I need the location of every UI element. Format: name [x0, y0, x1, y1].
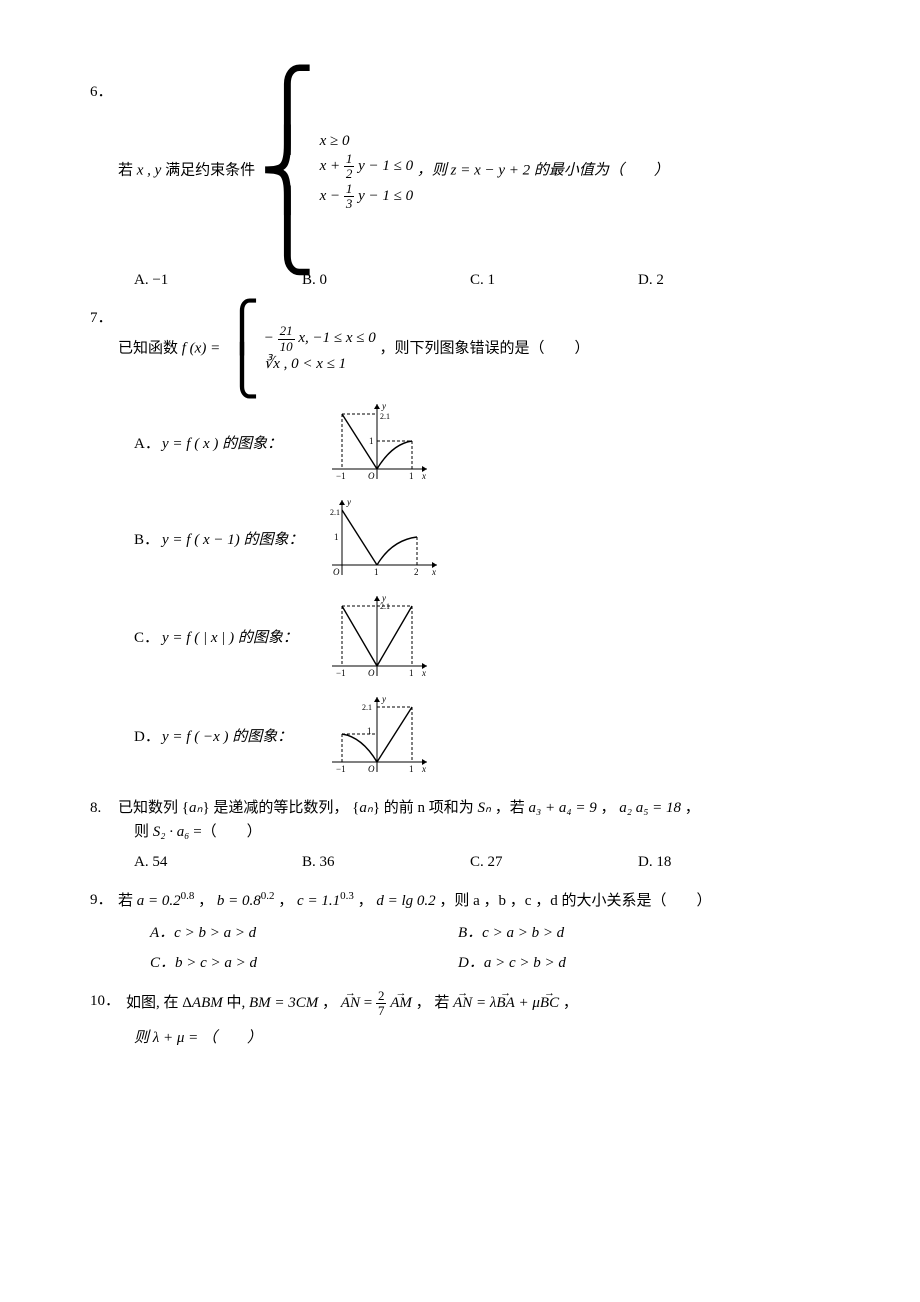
question-9: 9． 若 a = 0.20.8 ， b = 0.80.2 ， c = 1.10.…	[90, 888, 830, 975]
q8-opt-b: B. 36	[302, 850, 462, 874]
q6-body: 若 x , y 满足约束条件 ⎧⎨⎩ x ≥ 0 x + 12 y − 1 ≤ …	[118, 80, 830, 262]
svg-text:O: O	[368, 764, 375, 774]
q7-piecewise: − 2110 x, −1 ≤ x ≤ 0 ∛x , 0 < x ≤ 1	[264, 324, 376, 375]
q6-c3: x − 13 y − 1 ≤ 0	[320, 182, 414, 212]
svg-text:1: 1	[334, 532, 339, 542]
q9-opt-a: A．c > b > a > d	[150, 921, 450, 945]
q6-c2: x + 12 y − 1 ≤ 0	[320, 152, 414, 182]
question-7: 7． 已知函数 f (x) = ⎧⎩ − 2110 x, −1 ≤ x ≤ 0 …	[90, 306, 830, 781]
q6-pre: 若	[118, 163, 137, 179]
svg-text:O: O	[368, 471, 375, 481]
q7-number: 7．	[90, 306, 118, 330]
q7-opt-b: B． y = f ( x − 1) 的图象： x y O 2.1 1 1 2	[134, 495, 830, 585]
q7-opt-a: A． y = f ( x ) 的图象： x y O 2.1 1 −1 1	[134, 399, 830, 489]
q6-xy: x , y	[137, 163, 162, 179]
q7-chart-c: x y O 2.1 −1 1	[322, 591, 432, 686]
svg-text:x: x	[431, 567, 436, 577]
q9-opt-d: D．a > c > b > d	[458, 951, 758, 975]
q7-tail: ，则下列图象错误的是（ ）	[379, 341, 589, 357]
q8-body: 已知数列 {aₙ} 是递减的等比数列， {aₙ} 的前 n 项和为 Sₙ ，若 …	[118, 796, 830, 820]
q9-opt-b: B．c > a > b > d	[458, 921, 758, 945]
svg-text:1: 1	[374, 567, 379, 577]
svg-text:−1: −1	[336, 471, 346, 481]
q8-number: 8.	[90, 796, 118, 820]
q8-opt-a: A. 54	[134, 850, 294, 874]
svg-text:O: O	[333, 567, 340, 577]
q9-options-row1: A．c > b > a > d B．c > a > b > d	[150, 921, 830, 945]
q6-tail: ，则 z = x − y + 2 的最小值为（ ）	[417, 163, 669, 179]
q6-constraints: x ≥ 0 x + 12 y − 1 ≤ 0 x − 13 y − 1 ≤ 0	[320, 131, 414, 211]
q6-opt-b: B. 0	[302, 268, 462, 292]
q8-options: A. 54 B. 36 C. 27 D. 18	[134, 850, 830, 874]
svg-text:O: O	[368, 668, 375, 678]
q8-opt-c: C. 27	[470, 850, 630, 874]
svg-text:1: 1	[409, 668, 414, 678]
q6-number: 6．	[90, 80, 118, 104]
q6-options: A. −1 B. 0 C. 1 D. 2	[134, 268, 830, 292]
q10-number: 10．	[90, 989, 126, 1013]
svg-text:2: 2	[414, 567, 419, 577]
q7-line2: ∛x , 0 < x ≤ 1	[264, 354, 376, 375]
q6-opt-c: C. 1	[470, 268, 630, 292]
svg-text:1: 1	[369, 436, 374, 446]
svg-text:x: x	[421, 471, 426, 481]
svg-text:y: y	[346, 497, 351, 507]
q9-number: 9．	[90, 888, 118, 912]
q7-f: f (x) =	[182, 341, 224, 357]
q6-c1: x ≥ 0	[320, 131, 414, 152]
q8-line2: 则 S₂ · a₆ =（ ）	[134, 820, 830, 844]
svg-text:x: x	[421, 668, 426, 678]
svg-text:1: 1	[409, 471, 414, 481]
q9-options-row2: C．b > c > a > d D．a > c > b > d	[150, 951, 830, 975]
brace-icon: ⎧⎩	[224, 306, 260, 392]
q7-chart-b: x y O 2.1 1 1 2	[322, 495, 442, 585]
q9-opt-c: C．b > c > a > d	[150, 951, 450, 975]
q7-options: A． y = f ( x ) 的图象： x y O 2.1 1 −1 1	[134, 399, 830, 782]
q6-opt-a: A. −1	[134, 268, 294, 292]
q6-mid: 满足约束条件	[165, 163, 255, 179]
svg-text:−1: −1	[336, 668, 346, 678]
q7-body: 已知函数 f (x) = ⎧⎩ − 2110 x, −1 ≤ x ≤ 0 ∛x …	[118, 306, 830, 392]
q10-line2: 则 λ + μ = （ ）	[134, 1026, 830, 1050]
svg-text:2.1: 2.1	[330, 508, 340, 517]
svg-text:y: y	[381, 401, 386, 411]
svg-text:1: 1	[367, 726, 372, 736]
q7-opt-c: C． y = f ( | x | ) 的图象： x y O 2.1 −1 1	[134, 591, 830, 686]
q9-body: 若 a = 0.20.8 ， b = 0.80.2 ， c = 1.10.3 ，…	[118, 888, 830, 913]
svg-text:2.1: 2.1	[362, 703, 372, 712]
question-8: 8. 已知数列 {aₙ} 是递减的等比数列， {aₙ} 的前 n 项和为 Sₙ …	[90, 796, 830, 874]
q8-opt-d: D. 18	[638, 850, 798, 874]
svg-text:x: x	[421, 764, 426, 774]
q7-chart-d: x y O 2.1 1 −1 1	[322, 692, 432, 782]
question-6: 6． 若 x , y 满足约束条件 ⎧⎨⎩ x ≥ 0 x + 12 y − 1…	[90, 80, 830, 292]
svg-text:y: y	[381, 694, 386, 704]
q6-opt-d: D. 2	[638, 268, 798, 292]
q10-body: 如图, 在 ΔABM 中, BM = 3CM ， AN = 27 AM ， 若 …	[126, 989, 830, 1019]
svg-text:−1: −1	[336, 764, 346, 774]
brace-icon: ⎧⎨⎩	[259, 80, 316, 262]
question-10: 10． 如图, 在 ΔABM 中, BM = 3CM ， AN = 27 AM …	[90, 989, 830, 1051]
q7-pre: 已知函数	[118, 341, 182, 357]
svg-text:2.1: 2.1	[380, 412, 390, 421]
svg-text:2.1: 2.1	[380, 602, 390, 611]
svg-text:1: 1	[409, 764, 414, 774]
q7-opt-d: D． y = f ( −x ) 的图象： x y O 2.1 1 −1 1	[134, 692, 830, 782]
q7-chart-a: x y O 2.1 1 −1 1	[322, 399, 432, 489]
q7-line1: − 2110 x, −1 ≤ x ≤ 0	[264, 324, 376, 354]
